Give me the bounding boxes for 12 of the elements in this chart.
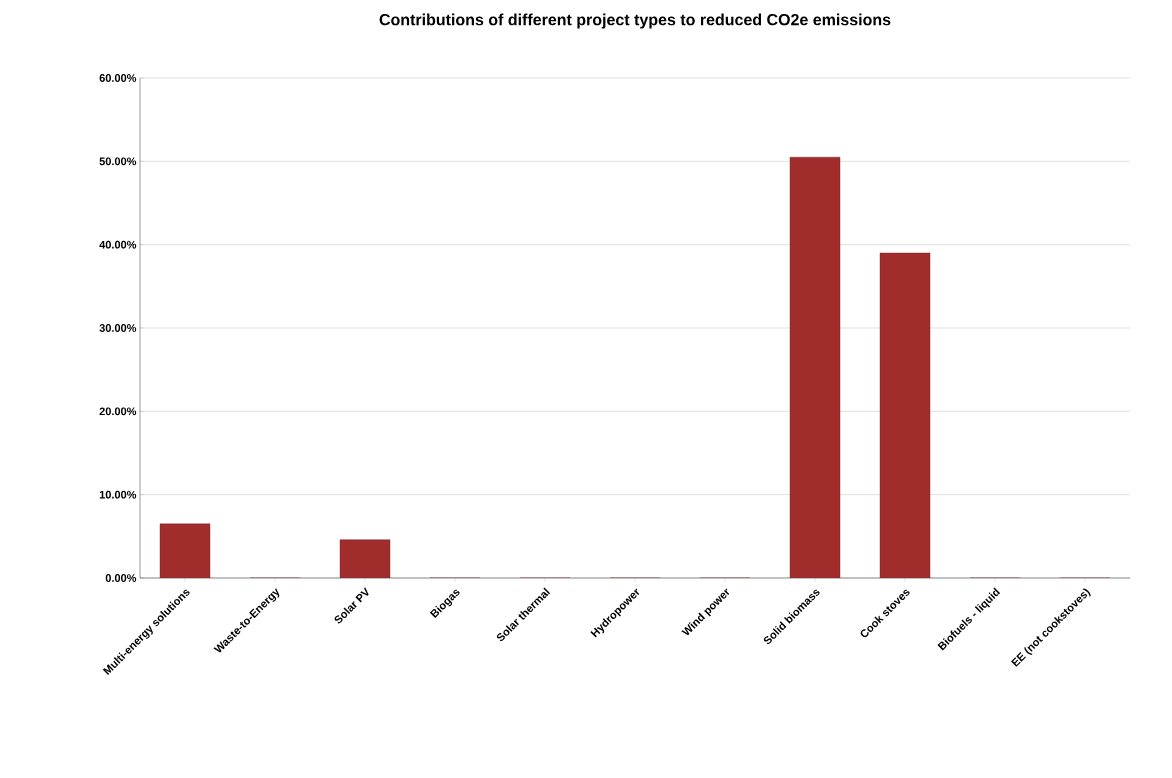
y-tick-label: 0.00% (105, 574, 137, 582)
y-tick-label: 10.00% (99, 490, 137, 499)
y-tick-label: 60.00% (99, 74, 137, 82)
bar (879, 252, 931, 578)
chart-title: Contributions of different project types to reduced CO2e emissions (379, 13, 891, 29)
y-tick-label: 20.00% (99, 407, 137, 416)
bar (789, 156, 841, 578)
bar (159, 523, 211, 578)
y-tick-label: 50.00% (99, 157, 137, 166)
bar (339, 539, 391, 578)
y-tick-label: 40.00% (99, 240, 137, 249)
y-tick-label: 30.00% (99, 324, 137, 332)
